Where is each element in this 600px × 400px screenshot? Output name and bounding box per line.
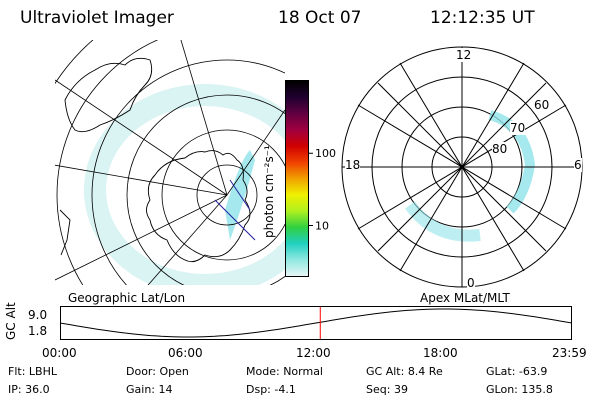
footer-flt: Flt: LBHL <box>8 365 57 378</box>
footer-glon: GLon: 135.8 <box>486 383 553 396</box>
footer-gc-alt: GC Alt: 8.4 Re <box>366 365 443 378</box>
time-label: 12:12:35 UT <box>430 8 535 28</box>
timeline-ytick-top: 9.0 <box>28 308 48 322</box>
mlt-label-12: 12 <box>456 48 472 62</box>
mlat-label-80: 80 <box>492 142 508 156</box>
colorbar-tick-label: 10 <box>315 219 329 232</box>
instrument-title: Ultraviolet Imager <box>20 8 174 28</box>
xtick-0000: 00:00 <box>42 346 77 360</box>
apex-polar-plot <box>341 46 583 288</box>
colorbar-axis: 100 10 <box>308 147 336 232</box>
mlt-label-6: 6 <box>574 158 582 172</box>
xtick-1800: 18:00 <box>423 346 458 360</box>
mlat-label-60: 60 <box>534 98 550 112</box>
footer-glat: GLat: -63.9 <box>486 365 548 378</box>
footer-seq: Seq: 39 <box>366 383 408 396</box>
timeline-axis-label: GC Alt <box>4 302 18 340</box>
xtick-0600: 06:00 <box>168 346 203 360</box>
mlt-label-0: 0 <box>467 276 475 290</box>
footer-door: Door: Open <box>126 365 189 378</box>
geo-panel-label: Geographic Lat/Lon <box>68 291 186 305</box>
geographic-map <box>55 40 285 285</box>
apex-panel-label: Apex MLat/MLT <box>420 291 510 305</box>
colorbar <box>285 80 309 277</box>
timeline-plot <box>60 306 572 340</box>
footer-dsp: Dsp: -4.1 <box>246 383 296 396</box>
colorbar-gradient <box>286 81 308 276</box>
altitude-curve <box>60 308 572 338</box>
footer-gain: Gain: 14 <box>126 383 173 396</box>
timeline-ytick-bottom: 1.8 <box>28 324 48 338</box>
date-label: 18 Oct 07 <box>278 8 362 28</box>
footer-ip: IP: 36.0 <box>8 383 50 396</box>
xtick-2359: 23:59 <box>552 346 587 360</box>
xtick-1200: 12:00 <box>296 346 331 360</box>
mlt-label-18: 18 <box>345 158 361 172</box>
footer-mode: Mode: Normal <box>246 365 323 378</box>
colorbar-tick-label: 100 <box>315 147 336 160</box>
mlat-label-70: 70 <box>510 121 526 135</box>
